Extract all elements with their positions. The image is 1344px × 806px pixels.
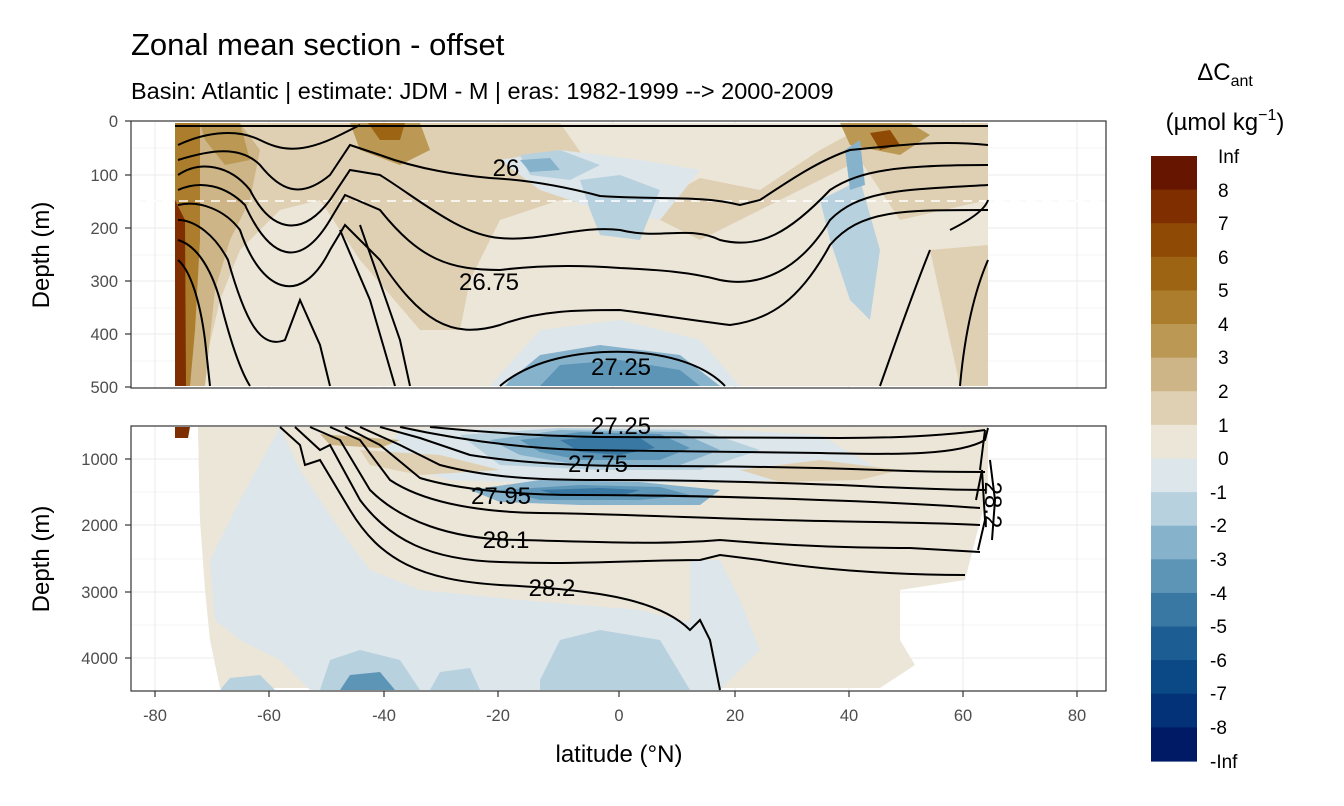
legend-break-label: 2: [1218, 382, 1229, 403]
legend-swatch: [1151, 660, 1197, 695]
legend-swatch: [1151, 256, 1197, 292]
y-tick-label: 4000: [81, 650, 118, 668]
legend-swatches: [1151, 156, 1197, 762]
legend-unit: (µmol kg−1): [1166, 107, 1285, 136]
legend-break-label: -4: [1210, 584, 1227, 605]
legend-break-label: -5: [1210, 617, 1227, 638]
y-tick-label: 100: [90, 167, 118, 185]
y-tick-label: 500: [90, 379, 118, 397]
legend-title-sub: ant: [1231, 73, 1254, 90]
legend-break-label: 3: [1218, 348, 1229, 369]
legend-break-label: 0: [1218, 449, 1229, 470]
x-tick-label: 0: [614, 707, 623, 725]
chart-subtitle: Basin: Atlantic | estimate: JDM - M | er…: [131, 78, 834, 104]
contour-label: 26.75: [459, 269, 519, 296]
y-tick-label: 400: [90, 326, 118, 344]
upper-panel-fill: [175, 123, 988, 386]
legend-break-label: 6: [1218, 248, 1229, 269]
contour-label: 28.1: [483, 527, 530, 554]
x-axis: -80 -60 -40 -20 0 20 40 60 80 latitude (…: [143, 691, 1086, 768]
y-tick-label: 0: [109, 113, 118, 131]
legend-swatch: [1151, 525, 1197, 560]
contour-label: 27.25: [591, 413, 651, 440]
lower-y-axis: 1000 2000 3000 4000 Depth (m): [28, 451, 131, 668]
legend-swatch: [1151, 693, 1197, 728]
x-tick-label: 20: [726, 707, 744, 725]
legend-break-label: 8: [1218, 181, 1229, 202]
legend-swatch: [1151, 223, 1197, 258]
legend: ΔCant (µmol kg−1) Inf 8 7 6 5 4 3 2 1 0 …: [1151, 59, 1284, 773]
legend-break-label: -1: [1210, 483, 1227, 504]
contour-label: 27.25: [591, 354, 651, 381]
y-tick-label: 1000: [81, 451, 118, 469]
legend-break-label: -8: [1210, 718, 1227, 739]
upper-panel-isopycnals: [175, 124, 989, 387]
x-tick-label: 40: [840, 707, 858, 725]
x-tick-label: -20: [486, 707, 510, 725]
legend-title: ΔCant: [1197, 59, 1253, 90]
lower-panel-fill: [175, 427, 988, 690]
legend-break-label: -2: [1210, 516, 1227, 537]
y-tick-label: 2000: [81, 517, 118, 535]
legend-swatch: [1151, 290, 1197, 325]
legend-swatch: [1151, 559, 1197, 594]
legend-break-label: -3: [1210, 550, 1227, 571]
x-tick-label: -60: [257, 707, 281, 725]
contour-label: 27.95: [471, 483, 531, 510]
legend-break-label: 7: [1218, 214, 1229, 235]
legend-swatch: [1151, 324, 1197, 359]
legend-swatch: [1151, 592, 1197, 628]
y-tick-label: 200: [90, 220, 118, 238]
legend-swatch: [1151, 189, 1197, 224]
legend-labels: Inf 8 7 6 5 4 3 2 1 0 -1 -2 -3 -4 -5 -6 …: [1210, 147, 1240, 773]
y-axis-title: Depth (m): [28, 202, 55, 309]
legend-swatch: [1151, 626, 1197, 661]
legend-swatch: [1151, 156, 1197, 191]
y-tick-label: 3000: [81, 584, 118, 602]
legend-break-label: -Inf: [1210, 752, 1238, 773]
legend-break-label: 5: [1218, 281, 1229, 302]
upper-panel: [130, 120, 1107, 389]
lower-panel: [130, 425, 1107, 692]
lower-panel-isopycnals: [279, 426, 997, 691]
x-tick-label: -80: [143, 707, 167, 725]
contour-label: 28.2: [979, 482, 1006, 529]
y-tick-label: 300: [90, 273, 118, 291]
legend-break-label: -7: [1210, 684, 1227, 705]
x-axis-title: latitude (°N): [556, 741, 683, 768]
contour-labels: 26 26.75 27.25 27.25 27.75 27.95 28.1 28…: [459, 155, 1006, 602]
legend-title-main: ΔC: [1197, 59, 1230, 86]
legend-swatch: [1151, 492, 1197, 527]
chart-title: Zonal mean section - offset: [131, 27, 505, 62]
legend-break-label: -6: [1210, 651, 1227, 672]
y-axis-title: Depth (m): [28, 506, 55, 613]
legend-break-label: 4: [1218, 315, 1229, 336]
upper-panel-border: [130, 120, 1107, 389]
legend-swatch: [1151, 391, 1197, 426]
legend-unit-end: ): [1276, 109, 1284, 136]
contour-label: 28.2: [529, 575, 576, 602]
contour-label: 27.75: [568, 451, 628, 478]
x-tick-label: -40: [372, 707, 396, 725]
legend-break-label: Inf: [1218, 147, 1240, 168]
x-tick-label: 80: [1068, 707, 1086, 725]
legend-swatch: [1151, 727, 1197, 762]
legend-unit-main: (µmol kg: [1166, 109, 1259, 136]
legend-unit-sup: −1: [1258, 107, 1276, 124]
upper-y-axis: 0 100 200 300 400 500 Depth (m): [28, 113, 131, 397]
legend-swatch: [1151, 424, 1197, 460]
legend-swatch: [1151, 458, 1197, 493]
legend-swatch: [1151, 357, 1197, 392]
x-tick-label: 60: [954, 707, 972, 725]
contour-label: 26: [493, 155, 520, 182]
legend-break-label: 1: [1218, 416, 1229, 437]
